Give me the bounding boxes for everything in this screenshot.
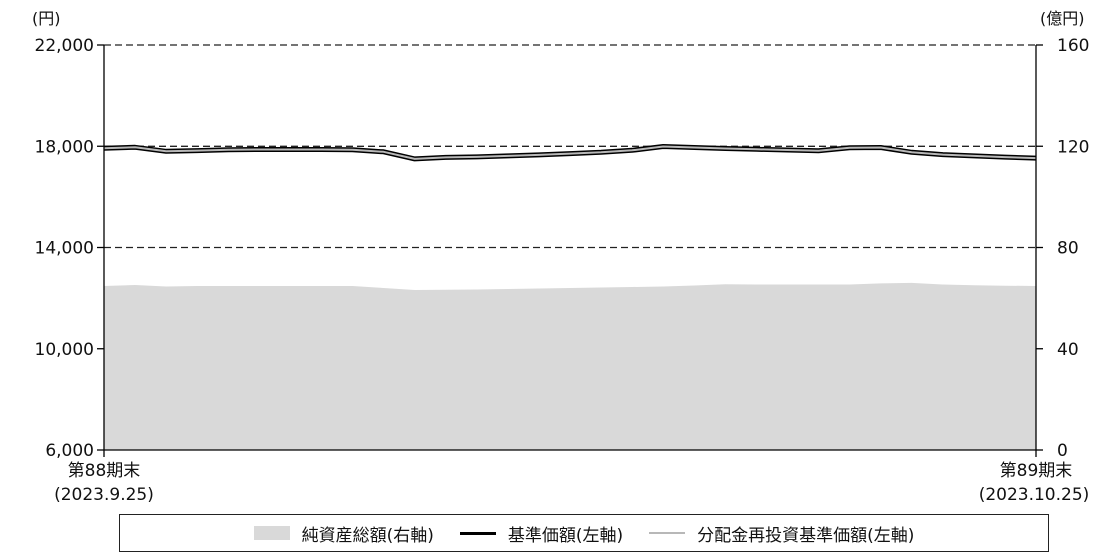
legend-label-net-assets: 純資産総額(右軸) — [301, 525, 434, 546]
legend-label-nav: 基準価額(左軸) — [507, 525, 624, 546]
axes — [97, 44, 1043, 457]
chart: (円) (億円) 第88期末 (2023.9.25) 第89期末 (2023.1… — [32, 9, 1089, 505]
left-tick-label: 6,000 — [45, 441, 94, 461]
legend-swatch-net-assets — [253, 526, 290, 540]
legend-item-net-assets: 純資産総額(右軸) — [253, 521, 434, 546]
x-start-label-period: 第88期末 — [68, 461, 141, 481]
right-tick-label: 80 — [1057, 239, 1079, 259]
x-end-label-period: 第89期末 — [1000, 461, 1073, 481]
left-tick-label: 10,000 — [35, 340, 94, 360]
left-axis-unit: (円) — [32, 9, 61, 28]
legend-item-nav: 基準価額(左軸) — [459, 521, 624, 546]
legend-label-reinvest: 分配金再投資基準価額(左軸) — [697, 525, 915, 546]
right-tick-label: 0 — [1057, 441, 1068, 461]
net-assets-area — [104, 282, 1036, 450]
right-axis-unit: (億円) — [1040, 9, 1085, 28]
legend-swatch-reinvest — [649, 532, 686, 534]
legend: 純資産総額(右軸) 基準価額(左軸) 分配金再投資基準価額(左軸) — [119, 514, 1049, 552]
right-tick-label: 160 — [1057, 36, 1089, 56]
axis-labels: (円) (億円) 第88期末 (2023.9.25) 第89期末 (2023.1… — [32, 9, 1089, 505]
x-end-label-date: (2023.10.25) — [979, 485, 1090, 505]
right-tick-label: 120 — [1057, 137, 1089, 157]
legend-swatch-nav — [459, 531, 496, 535]
price-lines-layer — [103, 144, 1037, 162]
reinvest-nav-line — [103, 145, 1037, 160]
legend-item-reinvest: 分配金再投資基準価額(左軸) — [649, 521, 914, 546]
x-start-label-date: (2023.9.25) — [54, 485, 154, 505]
left-tick-label: 14,000 — [35, 239, 94, 259]
gridlines — [104, 44, 1036, 249]
left-tick-label: 22,000 — [35, 36, 94, 56]
right-tick-label: 40 — [1057, 340, 1079, 360]
net-assets-area-layer — [104, 282, 1036, 450]
left-tick-label: 18,000 — [35, 137, 94, 157]
